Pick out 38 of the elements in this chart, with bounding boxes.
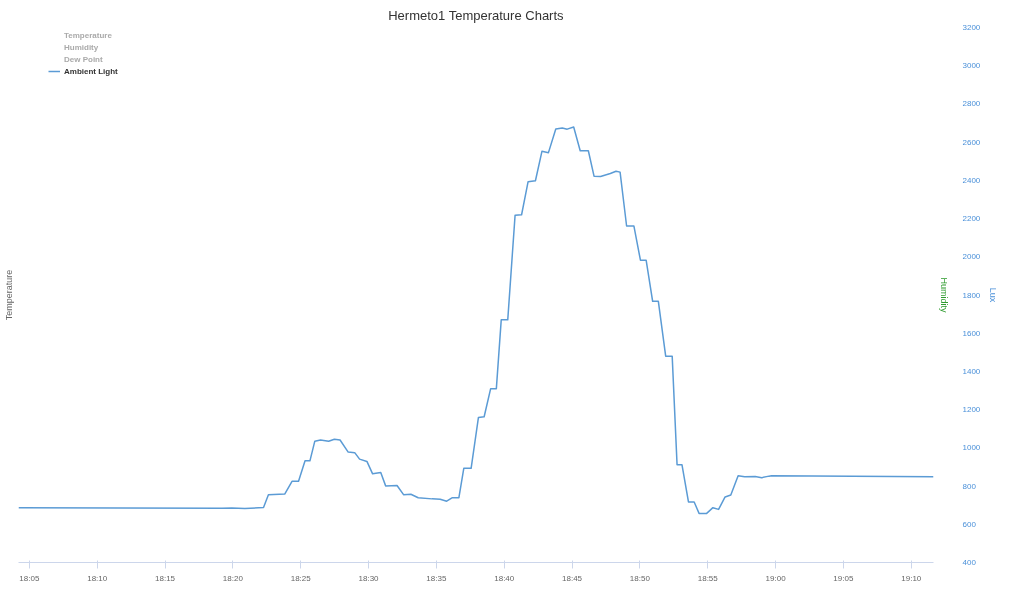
y3-axis-title: Humidity bbox=[938, 277, 949, 313]
y2-tick-label: 3000 bbox=[962, 61, 981, 71]
legend-label: Dew Point bbox=[64, 53, 103, 65]
x-tick-label: 19:05 bbox=[833, 573, 854, 583]
x-tick-label: 18:55 bbox=[697, 573, 719, 583]
y2-tick-label: 800 bbox=[962, 481, 977, 491]
x-tick-label: 18:20 bbox=[222, 573, 244, 583]
x-tick-label: 18:30 bbox=[358, 573, 380, 583]
y2-tick-label: 3200 bbox=[962, 23, 981, 32]
y2-tick-label: 2800 bbox=[962, 99, 981, 109]
x-tick-label: 18:05 bbox=[19, 573, 40, 583]
x-tick-label: 18:40 bbox=[494, 573, 515, 583]
y2-axis-title: Lux bbox=[988, 287, 999, 303]
legend-label: Humidity bbox=[64, 41, 99, 53]
x-tick-label: 18:50 bbox=[629, 573, 651, 583]
y2-tick-label: 1600 bbox=[962, 328, 981, 338]
line-series bbox=[18, 126, 934, 515]
y2-tick-label: 1400 bbox=[962, 366, 981, 376]
y2-tick-label: 1200 bbox=[962, 405, 981, 415]
x-tick-label: 19:00 bbox=[765, 573, 787, 583]
y-axis-title: Temperature bbox=[3, 269, 14, 321]
x-tick-label: 19:10 bbox=[901, 573, 922, 583]
x-tick-label: 18:15 bbox=[155, 573, 176, 583]
y2-tick-label: 400 bbox=[962, 558, 977, 567]
y2-tick-label: 1000 bbox=[962, 443, 981, 453]
y2-tick-label: 2000 bbox=[962, 252, 981, 262]
x-tick-label: 18:25 bbox=[290, 573, 312, 583]
x-tick-label: 18:45 bbox=[562, 573, 583, 583]
legend-label: Temperature bbox=[64, 29, 112, 41]
y2-tick-label: 2200 bbox=[962, 214, 981, 224]
y2-tick-label: 2600 bbox=[962, 137, 981, 147]
y2-tick-label: 2400 bbox=[962, 175, 981, 185]
legend-label: Ambient Light bbox=[64, 65, 118, 77]
y2-tick-label: 600 bbox=[962, 519, 977, 529]
x-tick-label: 18:10 bbox=[87, 573, 108, 583]
x-tick-label: 18:35 bbox=[426, 573, 447, 583]
y2-tick-label: 1800 bbox=[962, 290, 981, 300]
chart-title: Hermeto1 Temperature Charts bbox=[388, 7, 565, 23]
